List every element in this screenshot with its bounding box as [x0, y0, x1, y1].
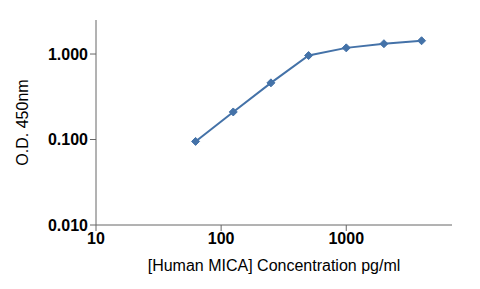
svg-text:[Human MICA] Concentration pg/: [Human MICA] Concentration pg/ml	[148, 257, 401, 274]
svg-text:10: 10	[87, 230, 105, 247]
svg-text:1000: 1000	[328, 230, 364, 247]
svg-text:0.010: 0.010	[48, 217, 88, 234]
svg-text:0.100: 0.100	[48, 131, 88, 148]
svg-text:1.000: 1.000	[48, 46, 88, 63]
svg-text:O.D. 450nm: O.D. 450nm	[14, 79, 31, 165]
svg-text:100: 100	[208, 230, 235, 247]
